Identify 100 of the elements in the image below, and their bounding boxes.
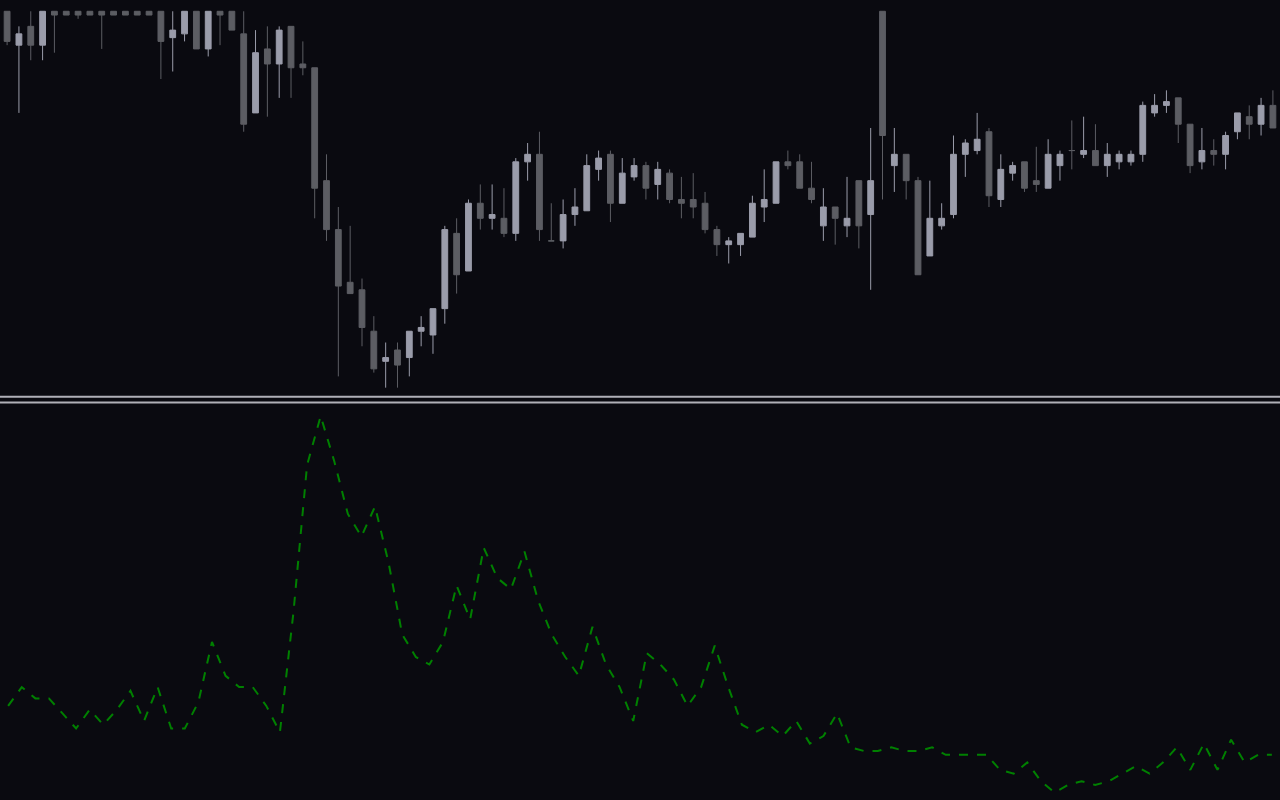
candlestick [334,206,342,377]
candlestick [713,225,721,257]
candlestick [3,10,11,46]
candlestick [394,342,401,389]
candlestick [27,10,35,61]
candlestick [654,161,662,200]
candlestick [772,161,780,204]
candlestick [228,10,236,31]
candlestick [926,180,934,257]
candlestick [192,10,200,50]
candlestick [1127,150,1135,167]
candlestick [1186,123,1194,174]
candlestick [796,153,804,189]
candlestick [311,67,319,219]
candlestick [110,10,117,16]
candlestick [441,225,449,325]
candlestick [1257,97,1265,136]
candlestick [902,153,910,200]
candlestick [299,40,307,76]
candlestick [1009,161,1017,182]
candlestick [252,29,259,114]
candlestick [536,131,543,242]
candlestick [701,191,709,234]
candlestick [488,183,496,231]
candlestick [914,176,922,276]
candlestick [1174,97,1182,144]
candlestick [204,10,212,57]
candlestick [465,198,472,272]
candlestick [181,10,188,42]
candlestick [831,206,839,246]
candlestick [1021,161,1028,193]
candlestick [157,10,165,80]
candlestick [961,138,969,178]
candlestick [453,217,461,295]
candlestick [1151,93,1158,118]
candlestick [950,135,957,219]
candlestick [358,278,366,347]
candlestick [1198,127,1206,170]
candlestick [1234,112,1241,140]
candlestick [98,10,106,50]
candlestick [145,10,153,16]
candlestick [760,168,768,223]
candlestick [240,10,248,133]
candlestick [973,112,981,155]
candlestick [500,187,508,238]
candlestick [1210,138,1218,167]
candlestick [1092,123,1099,167]
candlestick [62,10,70,16]
candlestick [1103,142,1111,178]
candlestick [843,176,851,238]
candlestick [86,10,94,16]
candlestick [323,153,330,242]
candlestick [524,142,532,182]
candlestick [678,176,685,219]
candlestick [559,198,567,249]
candlestick [997,153,1005,208]
candlestick [1245,104,1253,140]
candlestick [571,187,579,227]
candlestick [512,157,520,242]
candlestick [737,232,744,257]
candlestick [263,25,271,118]
candlestick [547,202,555,242]
candlestick [1139,101,1147,163]
candlestick [1222,131,1229,170]
candlestick [1032,146,1040,193]
candlestick [405,330,413,377]
candlestick [748,195,756,238]
candlestick [429,308,437,355]
candlestick [1115,150,1123,170]
candlestick [15,25,23,114]
candlestick [666,168,673,204]
candlestick [855,180,863,249]
candlestick [122,10,129,16]
candlestick [630,157,638,182]
candlestick [1068,119,1076,170]
candlestick [74,10,82,20]
candlestick [689,172,697,219]
candlestick [618,157,626,204]
candlestick [216,10,224,46]
candlestick [867,127,875,291]
candlestick [169,10,177,73]
candlestick [607,150,614,223]
candlestick [985,127,993,208]
candlestick [417,315,425,347]
candlestick [725,236,733,264]
candlestick [808,161,815,204]
candlestick [382,342,390,389]
candlestick [1056,150,1064,182]
candlestick [39,10,46,61]
candlestick [890,127,898,193]
candlestick [595,150,602,182]
candlestick [1163,89,1170,114]
candlestick [642,161,650,200]
candlestick [370,315,378,374]
candlestick [346,225,354,295]
candlestick [1269,89,1277,129]
candlestick [133,10,141,16]
candlestick [51,10,58,54]
candlestick [287,25,295,99]
candlestick [1080,116,1088,159]
